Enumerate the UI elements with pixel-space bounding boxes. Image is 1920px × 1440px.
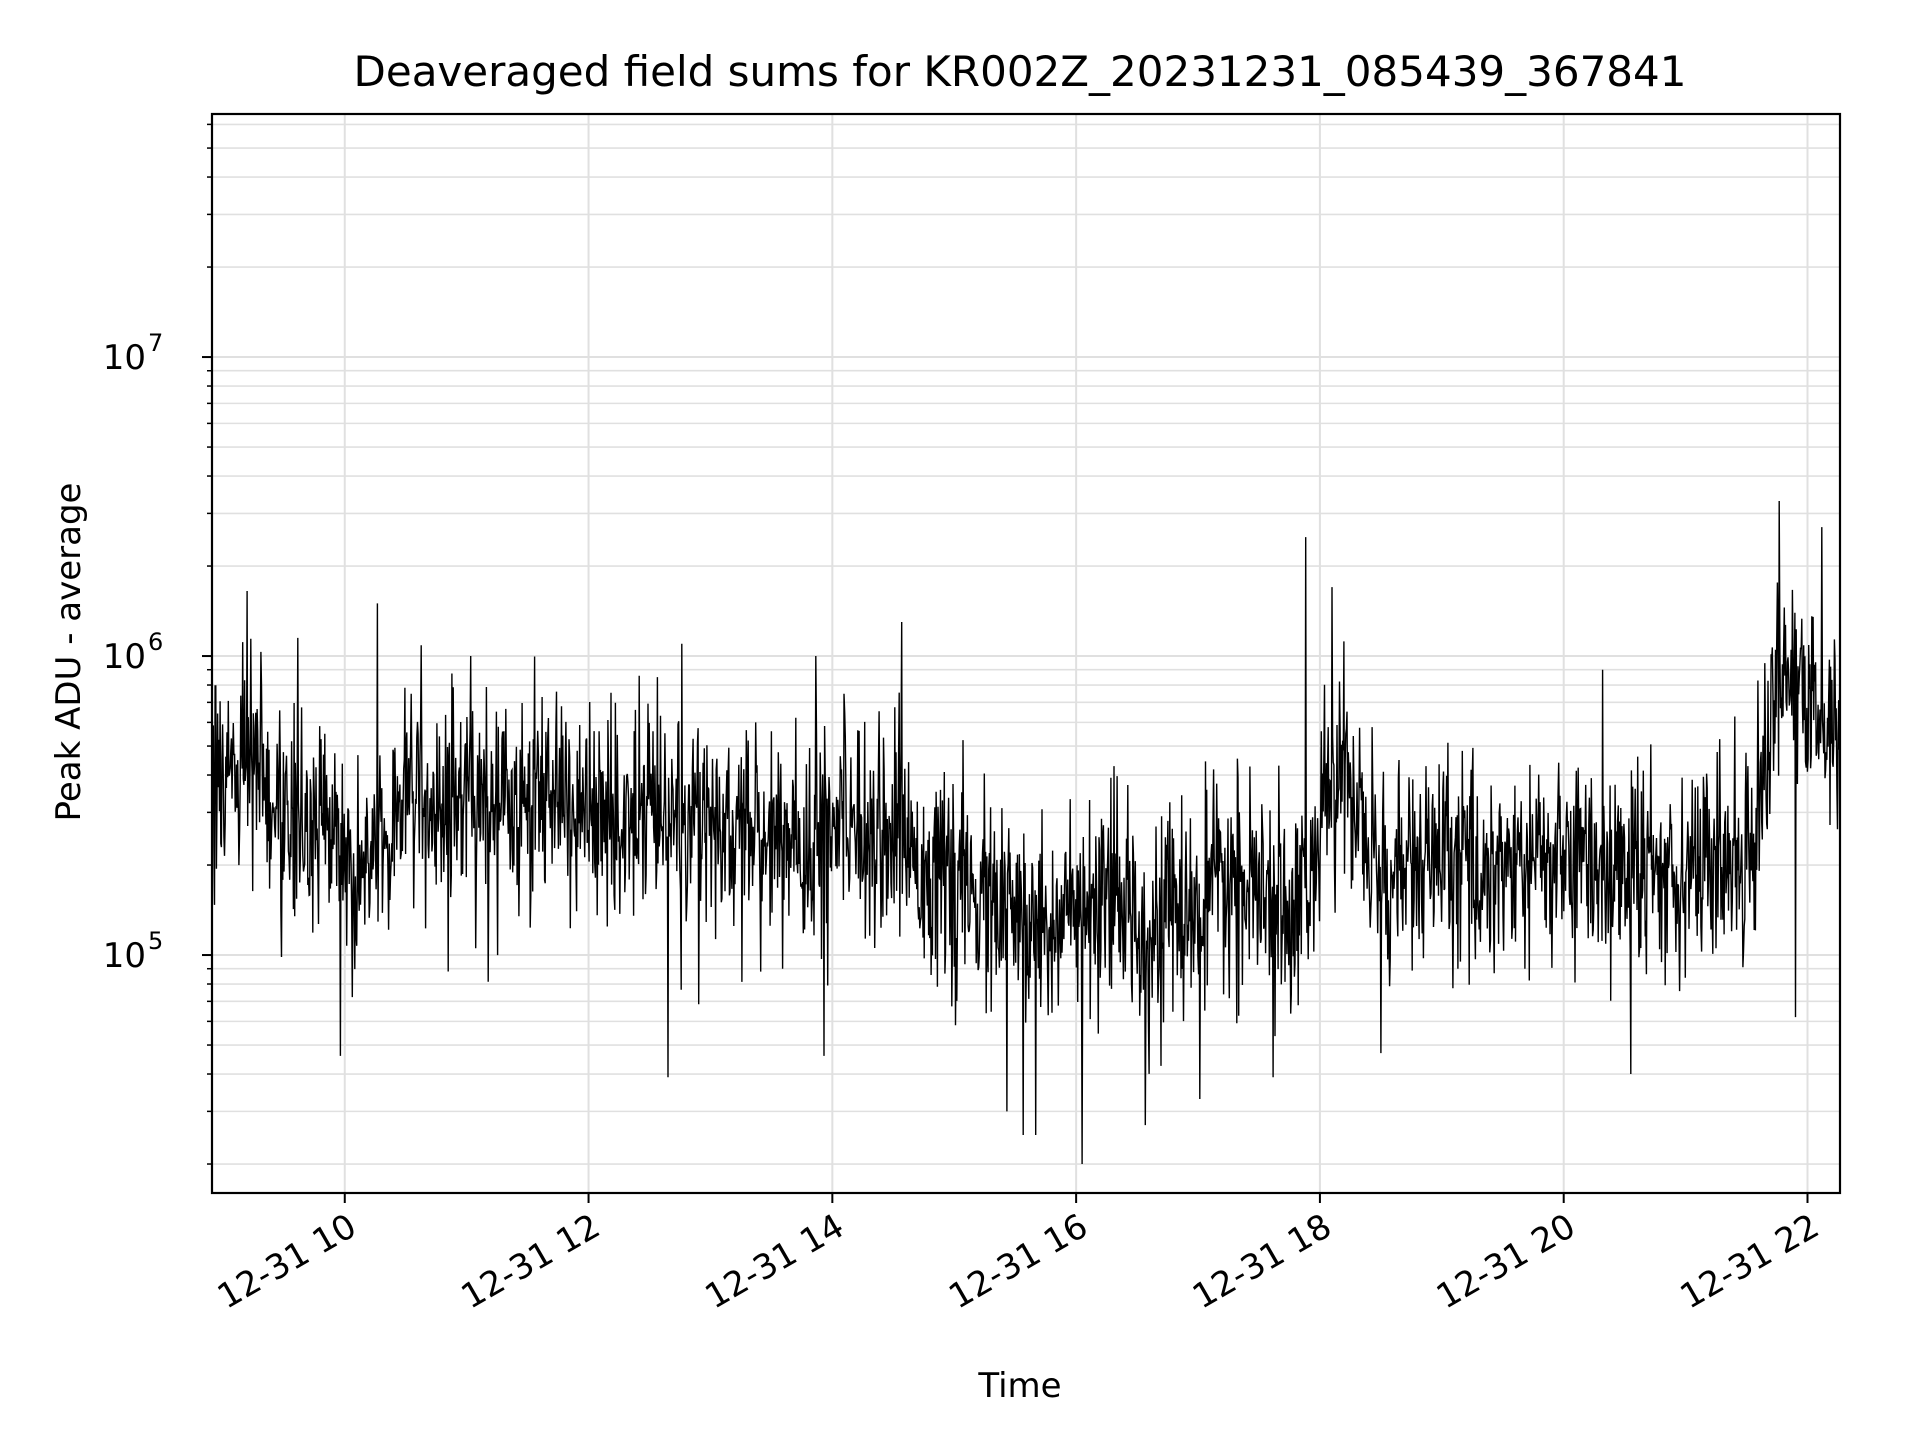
axes-frame xyxy=(210,112,1842,1195)
y-tick-exponent: 6 xyxy=(148,628,163,656)
y-tick-base: 10 xyxy=(103,637,146,677)
y-tick-label: 10 xyxy=(103,936,146,976)
series-line xyxy=(211,500,1841,1165)
y-tick-base: 10 xyxy=(103,936,146,976)
y-tick-label: 10 xyxy=(103,637,146,677)
y-tick-exponent: 5 xyxy=(148,927,163,955)
x-axis-label: Time xyxy=(977,1366,1061,1406)
y-tick-exponent: 7 xyxy=(148,329,163,357)
data-series xyxy=(211,500,1841,1165)
plot-frame xyxy=(210,112,1842,1195)
y-tick-base: 10 xyxy=(103,338,146,378)
chart-title: Deaveraged field sums for KR002Z_2023123… xyxy=(354,47,1687,96)
y-tick-label: 10 xyxy=(103,338,146,378)
y-axis-label: Peak ADU - average xyxy=(49,483,89,822)
